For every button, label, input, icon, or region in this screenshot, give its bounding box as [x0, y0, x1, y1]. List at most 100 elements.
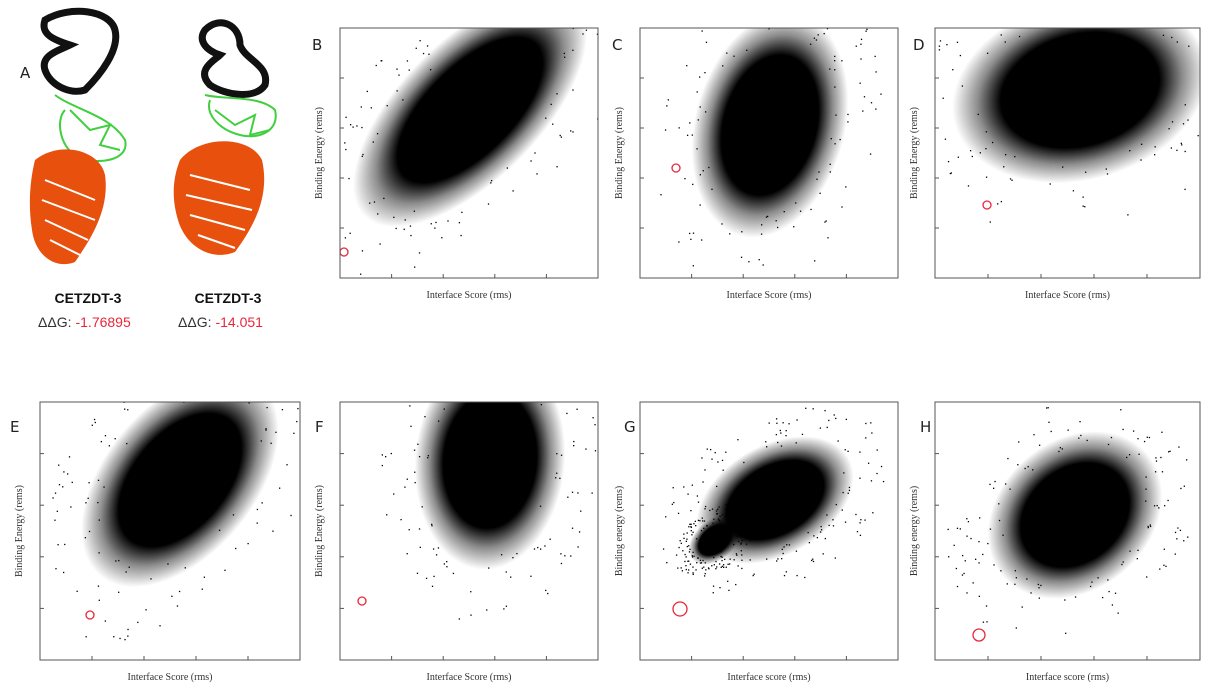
scatter-dot: [793, 226, 794, 227]
scatter-dot: [741, 568, 742, 569]
scatter-dot: [860, 519, 861, 520]
scatter-dot: [127, 409, 128, 410]
scatter-dot: [537, 547, 538, 548]
scatter-dot: [678, 241, 679, 242]
scatter-dot: [444, 1, 445, 2]
scatter-dot: [776, 220, 777, 221]
scatter-dot: [777, 227, 778, 228]
scatter-dot: [1148, 527, 1149, 528]
scatter-dot: [69, 456, 70, 457]
scatter-dot: [927, 81, 928, 82]
scatter-dot: [772, 14, 773, 15]
scatter-dot: [697, 557, 698, 558]
panel-label: G: [624, 418, 636, 436]
scatter-dot: [1203, 102, 1204, 103]
scatter-dot: [516, 553, 517, 554]
scatter-dot: [1177, 527, 1178, 528]
scatter-dot: [975, 559, 976, 560]
scatter-dot: [213, 343, 214, 344]
scatter-dot: [668, 99, 669, 100]
structure-name: CETZDT-3: [55, 290, 122, 306]
scatter-dot: [945, 139, 946, 140]
scatter-dot: [771, 5, 772, 6]
scatter-dot: [379, 243, 380, 244]
scatter-dot: [286, 464, 287, 465]
scatter-dot: [818, 34, 819, 35]
scatter-dot: [691, 527, 692, 528]
scatter-dot: [786, 430, 787, 431]
scatter-dot: [835, 418, 836, 419]
scatter-dot: [498, 323, 499, 324]
scatter-dot: [678, 513, 679, 514]
scatter-dot: [986, 131, 987, 132]
ddg-value: -14.051: [215, 314, 263, 330]
scatter-dot: [63, 471, 64, 472]
scatter-dot: [1163, 565, 1164, 566]
scatter-dot: [906, 168, 907, 169]
scatter-dot: [1186, 459, 1187, 460]
scatter-dot: [716, 510, 717, 511]
highlight-circle: [973, 629, 985, 641]
scatter-dot: [737, 565, 738, 566]
scatter-dot: [994, 481, 995, 482]
scatter-dot: [501, 554, 502, 555]
scatter-dot: [665, 516, 666, 517]
scatter-panel: [660, 0, 881, 283]
scatter-dot: [666, 562, 667, 563]
scatter-dot: [1014, 156, 1015, 157]
scatter-dot: [362, 250, 363, 251]
scatter-dot: [738, 528, 739, 529]
x-axis-title: Interface Score (rms): [427, 672, 512, 683]
scatter-dot: [1159, 568, 1160, 569]
scatter-dot: [723, 470, 724, 471]
scatter-dot: [377, 133, 378, 134]
scatter-dot: [939, 46, 940, 47]
scatter-dot: [813, 408, 814, 409]
scatter-dot: [998, 503, 999, 504]
scatter-dot: [431, 524, 432, 525]
scatter-dot: [247, 543, 248, 544]
scatter-dot: [315, 440, 316, 441]
scatter-dot: [488, 373, 489, 374]
scatter-dot: [419, 40, 420, 41]
scatter-dot: [433, 576, 434, 577]
scatter-dot: [966, 536, 967, 537]
scatter-dot: [684, 561, 685, 562]
scatter-dot: [744, 514, 745, 515]
scatter-dot: [556, 93, 557, 94]
scatter-dot: [732, 513, 733, 514]
scatter-dot: [417, 573, 418, 574]
scatter-dot: [986, 621, 987, 622]
scatter-dot: [1145, 476, 1146, 477]
scatter-dot: [830, 171, 831, 172]
scatter-dot: [367, 91, 368, 92]
scatter-dot: [184, 392, 185, 393]
scatter-dot: [713, 592, 714, 593]
scatter-dot: [171, 596, 172, 597]
scatter-dot: [576, 409, 577, 410]
scatter-dot: [407, 60, 408, 61]
scatter-dot: [76, 591, 77, 592]
scatter-dot: [766, 558, 767, 559]
scatter-dot: [840, 3, 841, 4]
scatter-dot: [233, 331, 234, 332]
scatter-dot: [1154, 154, 1155, 155]
scatter-dot: [1129, 551, 1130, 552]
structure-name: CETZDT-3: [195, 290, 262, 306]
scatter-dot: [824, 221, 825, 222]
scatter-dot: [85, 502, 86, 503]
scatter-dot: [709, 510, 710, 511]
scatter-dot: [722, 514, 723, 515]
highlight-circle: [340, 248, 348, 256]
scatter-dot: [718, 518, 719, 519]
scatter-dot: [279, 488, 280, 489]
scatter-dot: [1108, 444, 1109, 445]
scatter-dot: [777, 5, 778, 6]
scatter-dot: [781, 558, 782, 559]
scatter-dot: [726, 513, 727, 514]
scatter-dot: [746, 512, 747, 513]
scatter-dot: [393, 493, 394, 494]
scatter-dot: [1160, 457, 1161, 458]
scatter-dot: [978, 114, 979, 115]
scatter-dot: [577, 546, 578, 547]
